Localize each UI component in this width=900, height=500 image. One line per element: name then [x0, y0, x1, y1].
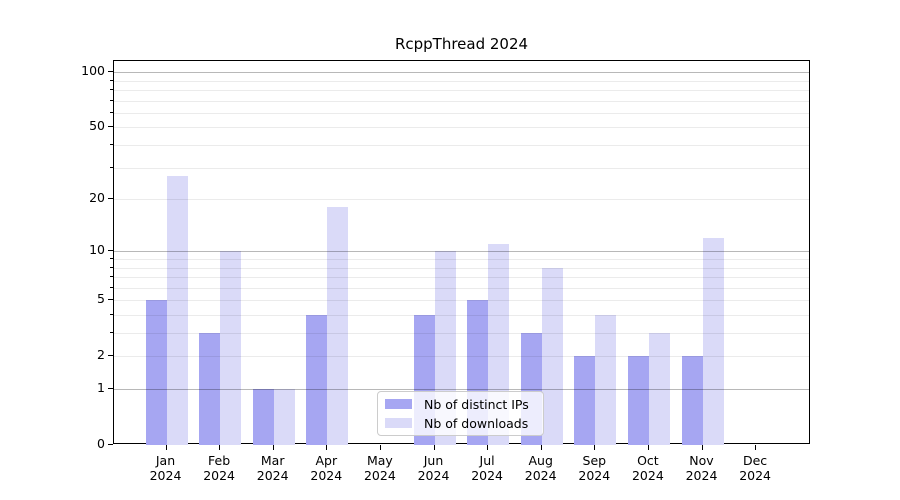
y-tick-mark-100 [108, 71, 113, 73]
gridline-90 [114, 80, 809, 82]
gridline-4 [114, 314, 809, 316]
gridline-2 [114, 356, 809, 358]
x-tick-label-5: May 2024 [363, 453, 396, 483]
y-minor-tick-mark-4 [110, 313, 113, 315]
y-tick-label-1: 1 [97, 380, 105, 395]
legend-item-distinct-ips: Nb of distinct IPs [385, 396, 543, 412]
x-tick-mark-2 [219, 445, 221, 450]
bar-distinct-ips-11 [681, 356, 703, 445]
bar-distinct-ips-1 [145, 300, 167, 445]
x-tick-mark-12 [755, 445, 757, 450]
bar-downloads-1 [166, 175, 188, 445]
x-tick-label-1: Jan 2024 [149, 453, 182, 483]
legend-swatch-distinct-ips [385, 399, 412, 409]
gridline-30 [114, 167, 809, 169]
x-tick-mark-3 [272, 445, 274, 450]
gridline-3 [114, 333, 809, 334]
x-tick-label-7: Jul 2024 [471, 453, 503, 483]
x-tick-label-3: Mar 2024 [256, 453, 289, 483]
y-tick-label-20: 20 [89, 190, 105, 206]
x-tick-mark-9 [594, 445, 596, 450]
gridline-8 [114, 267, 809, 269]
x-tick-mark-10 [647, 445, 649, 450]
bar-downloads-4 [327, 207, 349, 445]
gridline-100 [114, 72, 809, 74]
y-tick-mark-5 [108, 299, 113, 301]
y-tick-mark-2 [108, 355, 113, 357]
x-tick-mark-11 [701, 445, 703, 450]
y-tick-label-50: 50 [89, 118, 105, 134]
y-minor-tick-mark-30 [110, 166, 113, 168]
bar-distinct-ips-10 [627, 356, 649, 445]
x-tick-mark-1 [165, 445, 167, 450]
x-tick-label-10: Oct 2024 [631, 453, 664, 483]
y-minor-tick-mark-7 [110, 276, 113, 278]
x-tick-mark-6 [433, 445, 435, 450]
x-tick-mark-7 [487, 445, 489, 450]
y-minor-tick-mark-70 [110, 99, 113, 101]
y-minor-tick-mark-8 [110, 266, 113, 268]
y-tick-label-0: 0 [97, 436, 105, 451]
y-minor-tick-mark-3 [110, 332, 113, 333]
y-minor-tick-mark-90 [110, 79, 113, 81]
y-minor-tick-mark-80 [110, 89, 113, 90]
x-tick-label-11: Nov 2024 [685, 453, 718, 483]
y-tick-mark-10 [108, 250, 113, 252]
legend-label-distinct-ips: Nb of distinct IPs [424, 396, 529, 412]
y-tick-mark-0 [108, 444, 113, 445]
x-tick-label-6: Jun 2024 [417, 453, 450, 483]
gridline-40 [114, 145, 809, 146]
y-tick-mark-50 [108, 126, 113, 128]
x-tick-mark-8 [540, 445, 542, 450]
y-tick-label-10: 10 [89, 242, 105, 258]
bar-downloads-3 [273, 389, 295, 445]
y-tick-label-5: 5 [97, 291, 105, 307]
bar-downloads-2 [220, 251, 242, 445]
gridline-7 [114, 277, 809, 279]
gridline-5 [114, 300, 809, 302]
bar-downloads-8 [541, 267, 563, 445]
y-minor-tick-mark-9 [110, 257, 113, 259]
plot-area [113, 60, 810, 445]
x-tick-label-8: Aug 2024 [524, 453, 557, 483]
x-tick-label-4: Apr 2024 [310, 453, 343, 483]
y-minor-tick-mark-60 [110, 111, 113, 113]
x-tick-label-2: Feb 2024 [203, 453, 235, 483]
bar-distinct-ips-4 [306, 314, 328, 445]
bar-distinct-ips-9 [574, 356, 596, 445]
bar-downloads-10 [648, 333, 670, 445]
bar-distinct-ips-3 [252, 389, 274, 445]
gridline-9 [114, 258, 809, 260]
gridline-6 [114, 287, 809, 289]
y-tick-label-100: 100 [81, 63, 105, 79]
legend-label-downloads: Nb of downloads [424, 415, 529, 431]
x-tick-mark-4 [326, 445, 328, 450]
bar-downloads-11 [702, 237, 724, 445]
bar-downloads-9 [595, 314, 617, 445]
chart-title: RcppThread 2024 [394, 35, 529, 53]
gridline-60 [114, 112, 809, 114]
gridline-10 [114, 251, 809, 253]
legend-swatch-downloads [385, 418, 412, 428]
y-tick-label-2: 2 [97, 347, 105, 363]
gridline-1 [114, 389, 809, 390]
gridline-80 [114, 90, 809, 91]
x-tick-label-12: Dec 2024 [739, 453, 771, 483]
y-tick-mark-1 [108, 388, 113, 389]
x-tick-mark-5 [379, 445, 381, 450]
y-tick-mark-20 [108, 198, 113, 200]
gridline-20 [114, 199, 809, 201]
legend: Nb of distinct IPs Nb of downloads [377, 391, 544, 436]
y-minor-tick-mark-6 [110, 286, 113, 288]
x-tick-label-9: Sep 2024 [578, 453, 611, 483]
gridline-50 [114, 127, 809, 129]
legend-item-downloads: Nb of downloads [385, 415, 543, 431]
y-minor-tick-mark-40 [110, 144, 113, 145]
bar-distinct-ips-2 [199, 333, 221, 445]
gridline-70 [114, 100, 809, 102]
